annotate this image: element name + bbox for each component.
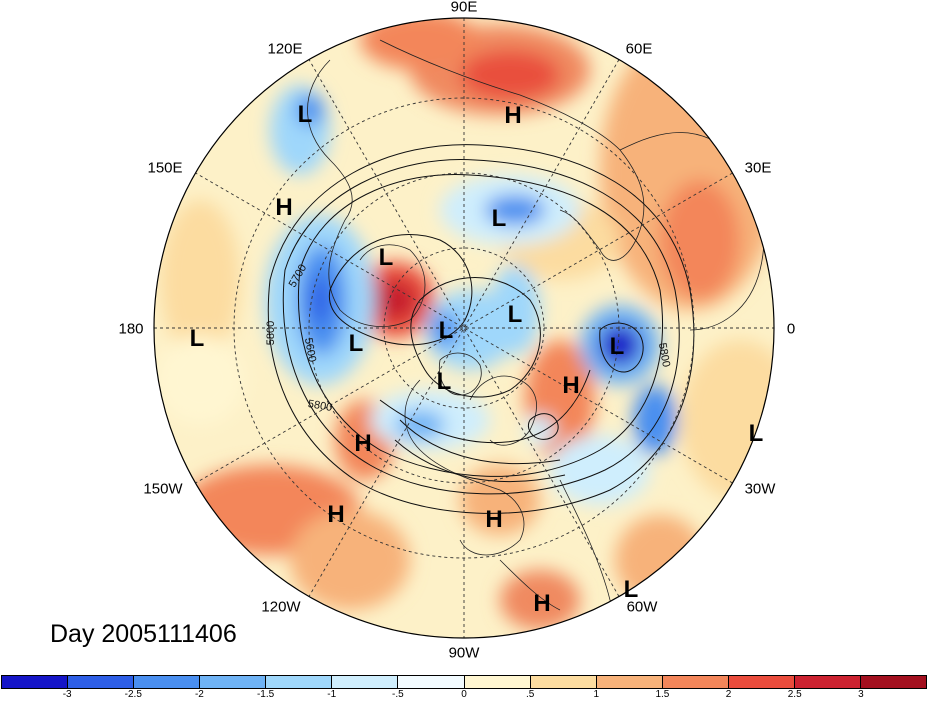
colorbar-tick-label: -3 (62, 689, 72, 700)
anomaly-field (154, 18, 774, 638)
low-center: L (189, 325, 205, 352)
colorbar-tick-label: 2.5 (787, 689, 802, 700)
lon-label-60e: 60E (625, 40, 653, 58)
colorbar-swatch (662, 676, 729, 688)
graticule (154, 18, 774, 638)
contour-label: 5800 (265, 320, 277, 346)
colorbar-swatch (596, 676, 663, 688)
low-center: L (609, 333, 625, 360)
day-label: Day 2005111406 (50, 620, 237, 648)
colorbar-swatch (398, 676, 465, 688)
colorbar-swatch (2, 676, 69, 688)
high-center: H (354, 430, 372, 457)
colorbar-tick-label: -1.5 (256, 689, 275, 700)
lon-label-30w: 30W (744, 480, 776, 498)
lon-label-90e: 90E (450, 0, 478, 16)
colorbar-swatch (464, 676, 531, 688)
high-center: H (275, 194, 293, 221)
low-center: L (378, 244, 394, 271)
colorbar-swatch (332, 676, 399, 688)
colorbar-tick-label: 0 (461, 689, 467, 700)
low-center: L (491, 205, 507, 232)
colorbar-tick-label: -.5 (392, 689, 404, 700)
low-center: L (348, 330, 364, 357)
high-center: H (562, 372, 580, 399)
lon-label-120w: 120W (261, 598, 301, 616)
colorbar-swatch (794, 676, 862, 688)
colorbar-tick-label: 3 (858, 689, 864, 700)
colorbar-tick-label: 2 (725, 689, 732, 700)
low-center: L (297, 101, 313, 128)
low-center: L (507, 301, 523, 328)
lon-label-150e: 150E (147, 159, 183, 177)
colorbar-tick-label: 1.5 (655, 689, 670, 700)
lon-label-180: 180 (118, 320, 144, 338)
colorbar-swatch (266, 676, 333, 688)
colorbar-tick-label: -2 (194, 689, 204, 700)
colorbar-swatch (134, 676, 201, 688)
colorbar-tick-label: -2.5 (124, 689, 142, 700)
lon-label-120e: 120E (267, 40, 303, 58)
high-center: H (485, 506, 503, 533)
colorbar-swatch (200, 676, 267, 688)
colorbar-tick-label: 1 (593, 689, 600, 700)
colorbar-swatch (728, 676, 795, 688)
high-center: H (504, 102, 522, 129)
low-center: L (748, 420, 764, 447)
lon-label-150w: 150W (143, 480, 183, 498)
colorbar (1, 675, 927, 689)
lon-label-30e: 30E (744, 159, 772, 177)
lon-label-0: 0 (786, 320, 796, 338)
colorbar-swatch (861, 676, 927, 688)
high-center: H (327, 501, 345, 528)
colorbar-tick-label: -1 (327, 689, 337, 700)
coastlines (307, 39, 765, 638)
low-center: L (438, 317, 454, 344)
map-boundary (153, 17, 775, 639)
lon-label-60w: 60W (626, 598, 658, 616)
colorbar-swatch (68, 676, 135, 688)
low-center: L (436, 368, 452, 395)
lon-label-90w: 90W (448, 644, 480, 662)
high-center: H (533, 590, 551, 617)
colorbar-tick-label: .5 (525, 689, 535, 700)
colorbar-ticks: -3 -2.5 -2 -1.5 -1 -.5 0 .5 1 1.5 2 2.5 3 (1, 689, 927, 702)
colorbar-swatch (530, 676, 597, 688)
low-center: L (623, 576, 639, 603)
